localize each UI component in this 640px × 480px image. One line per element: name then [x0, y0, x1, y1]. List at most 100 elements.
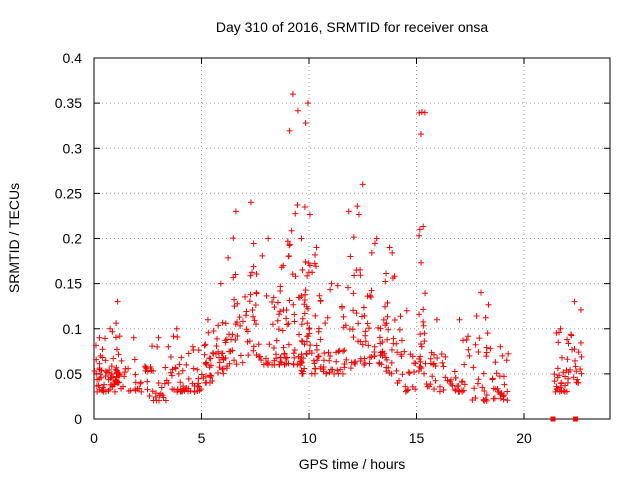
data-point — [246, 338, 253, 345]
data-point — [570, 374, 577, 381]
data-point — [311, 370, 318, 377]
data-point — [149, 343, 156, 350]
data-point — [313, 342, 320, 349]
data-point — [404, 387, 411, 394]
data-point — [489, 376, 496, 383]
data-point — [286, 242, 293, 249]
data-point — [497, 395, 504, 402]
data-point — [302, 291, 309, 298]
data-point — [271, 304, 278, 311]
data-point — [195, 375, 202, 382]
data-point — [96, 365, 103, 372]
data-point — [418, 343, 425, 350]
data-point — [289, 91, 296, 98]
data-point — [310, 357, 317, 364]
data-point — [399, 371, 406, 378]
data-point — [440, 386, 447, 393]
data-point — [327, 286, 334, 293]
data-point — [95, 382, 102, 389]
data-point — [393, 367, 400, 374]
data-point — [303, 333, 310, 340]
data-point — [451, 368, 458, 375]
data-point — [185, 375, 192, 382]
data-point — [190, 365, 197, 372]
data-point — [107, 325, 114, 332]
data-point — [482, 314, 489, 321]
y-axis-label: SRMTID / TECUs — [6, 183, 22, 293]
data-point — [341, 364, 348, 371]
data-point — [560, 387, 567, 394]
data-point — [279, 327, 286, 334]
data-point — [113, 367, 120, 374]
data-point — [277, 354, 284, 361]
data-point — [343, 356, 350, 363]
data-point — [286, 241, 293, 248]
data-point — [448, 381, 455, 388]
data-point — [359, 181, 366, 188]
data-point — [222, 320, 229, 327]
data-point — [371, 352, 378, 359]
data-point — [556, 372, 563, 379]
data-point — [571, 298, 578, 305]
data-point — [365, 342, 372, 349]
data-point — [288, 227, 295, 234]
data-point — [416, 356, 423, 363]
data-point — [350, 234, 357, 241]
data-point — [115, 373, 122, 380]
data-point — [173, 325, 180, 332]
data-point — [202, 360, 209, 367]
data-point — [286, 127, 293, 134]
data-point — [252, 301, 259, 308]
data-point — [263, 292, 270, 299]
data-point — [222, 339, 229, 346]
x-tick-label: 15 — [409, 430, 425, 446]
data-point — [376, 360, 383, 367]
data-point — [202, 373, 209, 380]
y-tick-label: 0.2 — [63, 231, 83, 247]
data-point — [245, 352, 252, 359]
data-point — [417, 358, 424, 365]
chart-title: Day 310 of 2016, SRMTID for receiver ons… — [216, 19, 489, 35]
data-point — [298, 337, 305, 344]
data-point — [204, 316, 211, 323]
data-point — [283, 315, 290, 322]
axes: 0 5 10 15 20 0 0.05 0.1 0.15 0.2 0.25 0.3 0.35 0.4 — [55, 50, 610, 446]
data-point — [99, 354, 106, 361]
data-point — [409, 383, 416, 390]
data-point — [458, 378, 465, 385]
data-point — [125, 388, 132, 395]
data-point — [562, 382, 569, 389]
data-point — [97, 371, 104, 378]
data-point — [153, 390, 160, 397]
y-tick-label: 0.25 — [55, 185, 82, 201]
data-point — [470, 364, 477, 371]
data-point — [487, 345, 494, 352]
data-point — [409, 353, 416, 360]
data-point — [231, 296, 238, 303]
data-point — [236, 314, 243, 321]
data-point — [253, 289, 260, 296]
data-point — [429, 373, 436, 380]
data-point — [234, 319, 241, 326]
data-point — [313, 244, 320, 251]
data-point — [187, 387, 194, 394]
data-point — [273, 351, 280, 358]
y-tick-label: 0.15 — [55, 276, 82, 292]
data-point — [105, 376, 112, 383]
data-point — [162, 364, 169, 371]
data-point — [277, 283, 284, 290]
data-point — [250, 343, 257, 350]
data-point — [557, 384, 564, 391]
data-point — [368, 249, 375, 256]
data-point — [476, 335, 483, 342]
data-point — [571, 346, 578, 353]
data-point — [291, 346, 298, 353]
data-point — [270, 294, 277, 301]
data-point — [285, 252, 292, 259]
data-point — [229, 331, 236, 338]
data-point — [118, 385, 125, 392]
data-point — [493, 370, 500, 377]
data-point — [250, 240, 257, 247]
data-point — [143, 365, 150, 372]
data-point — [114, 379, 121, 386]
